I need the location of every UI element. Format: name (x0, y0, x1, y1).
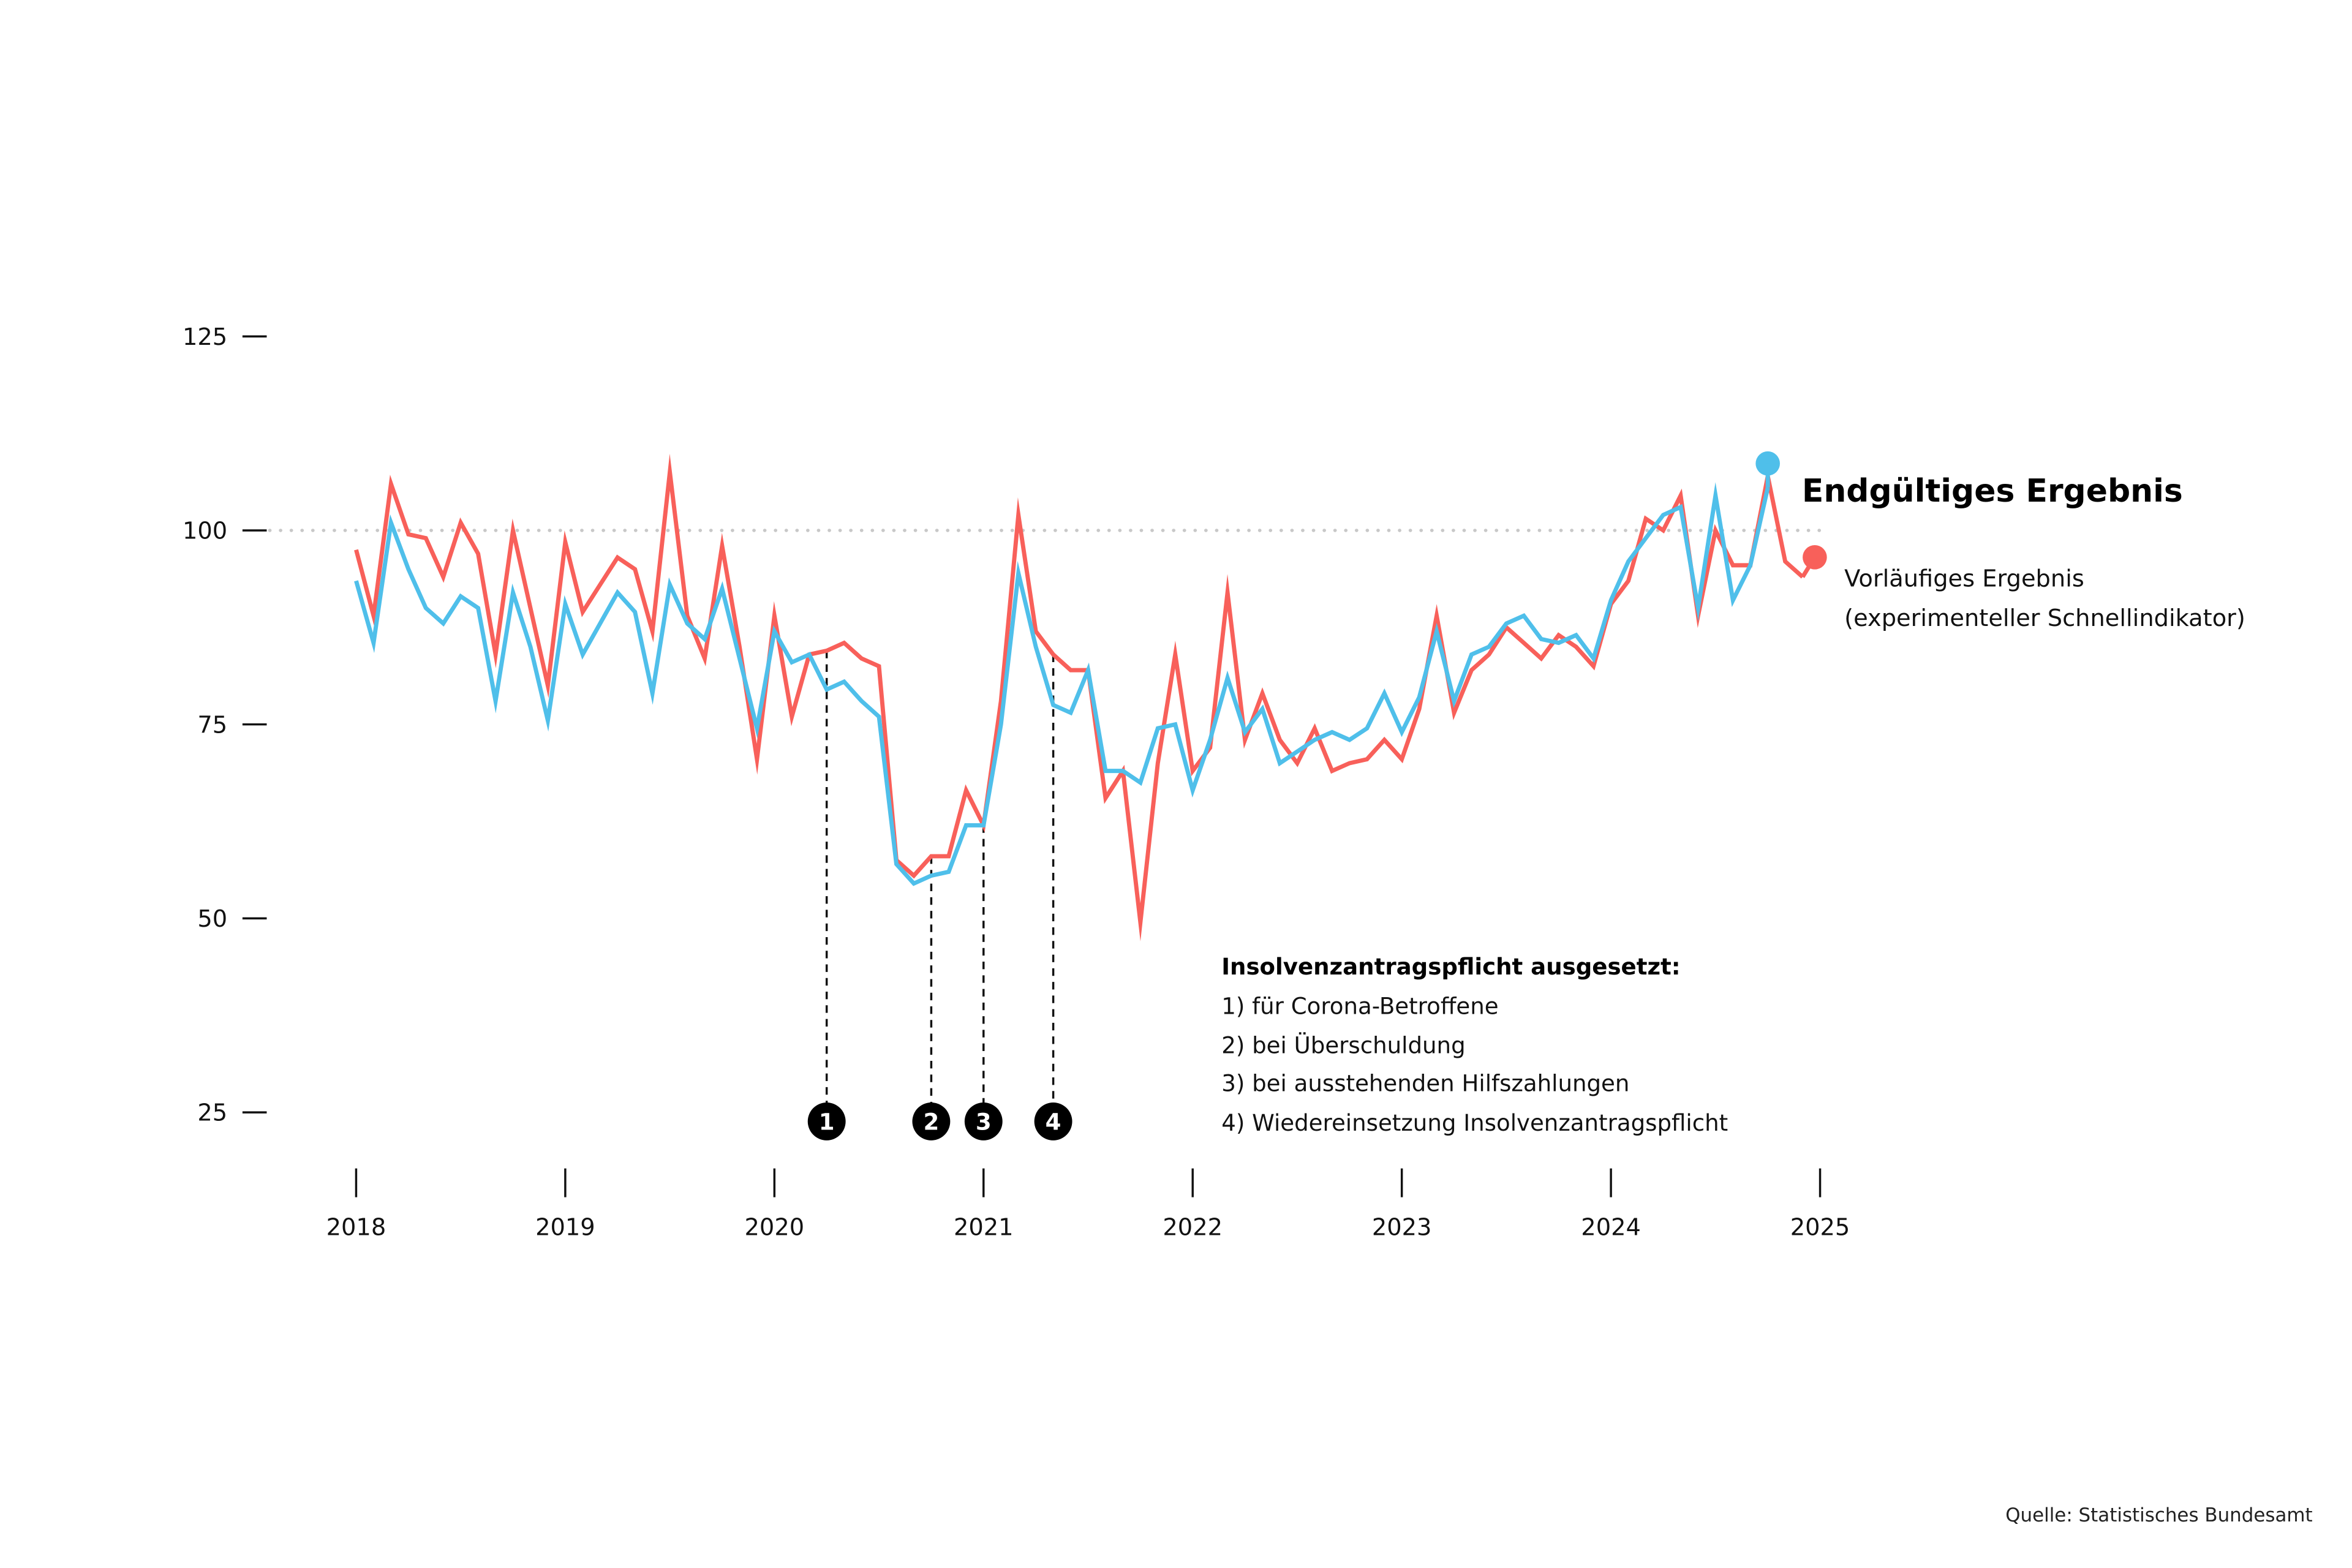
series-lines (354, 451, 1827, 941)
y-tick-label: 125 (183, 323, 227, 351)
marker-label: 4 (1046, 1109, 1061, 1136)
x-tick-label: 2021 (954, 1213, 1014, 1241)
legend-preliminary-line1: Vorläufiges Ergebnis (1844, 565, 2084, 593)
marker-label: 2 (923, 1109, 939, 1136)
marker-badge-1 (807, 1102, 846, 1140)
marker-badge-4 (1034, 1102, 1072, 1140)
series-line-preliminary (354, 453, 1804, 941)
source-note: Quelle: Statistisches Bundesamt (2005, 1504, 2312, 1526)
marker-badge-2 (912, 1102, 951, 1140)
event-markers: 1 2 3 4 (807, 650, 1072, 1140)
annotation-item-1: 1) für Corona-Betroffene (1221, 993, 1498, 1019)
annotation-box: Insolvenzantragspflicht ausgesetzt: 1) f… (1221, 954, 1728, 1136)
y-tick-label: 75 (197, 711, 227, 739)
x-tick-label: 2025 (1790, 1213, 1850, 1241)
legend-preliminary-line2: (experimenteller Schnellindikator) (1844, 605, 2245, 632)
y-tick-label: 50 (197, 905, 227, 933)
marker-label: 3 (976, 1109, 992, 1136)
x-tick-label: 2020 (745, 1213, 805, 1241)
y-tick-label: 100 (183, 518, 227, 545)
annotation-title: Insolvenzantragspflicht ausgesetzt: (1221, 954, 1680, 980)
x-tick-label: 2019 (535, 1213, 595, 1241)
marker-label: 1 (819, 1109, 835, 1136)
marker-badge-3 (964, 1102, 1003, 1140)
annotation-item-4: 4) Wiedereinsetzung Insolvenzantragspfli… (1221, 1110, 1728, 1136)
y-tick-label: 25 (197, 1099, 227, 1127)
annotation-item-2: 2) bei Überschuldung (1221, 1033, 1465, 1059)
legend: Endgültiges Ergebnis Vorläufiges Ergebni… (1802, 473, 2245, 632)
series-line-preliminary-end (1801, 556, 1817, 578)
legend-final: Endgültiges Ergebnis (1802, 473, 2183, 510)
series-line-final (354, 482, 1770, 886)
x-tick-label: 2018 (326, 1213, 386, 1241)
y-axis: 125 100 75 50 25 (183, 323, 267, 1127)
x-tick-label: 2024 (1581, 1213, 1641, 1241)
x-axis: 2018 2019 2020 2021 2022 2023 2024 2025 (326, 1168, 1850, 1241)
x-tick-label: 2023 (1372, 1213, 1432, 1241)
x-tick-label: 2022 (1163, 1213, 1223, 1241)
annotation-item-3: 3) bei ausstehenden Hilfszahlungen (1221, 1070, 1629, 1096)
